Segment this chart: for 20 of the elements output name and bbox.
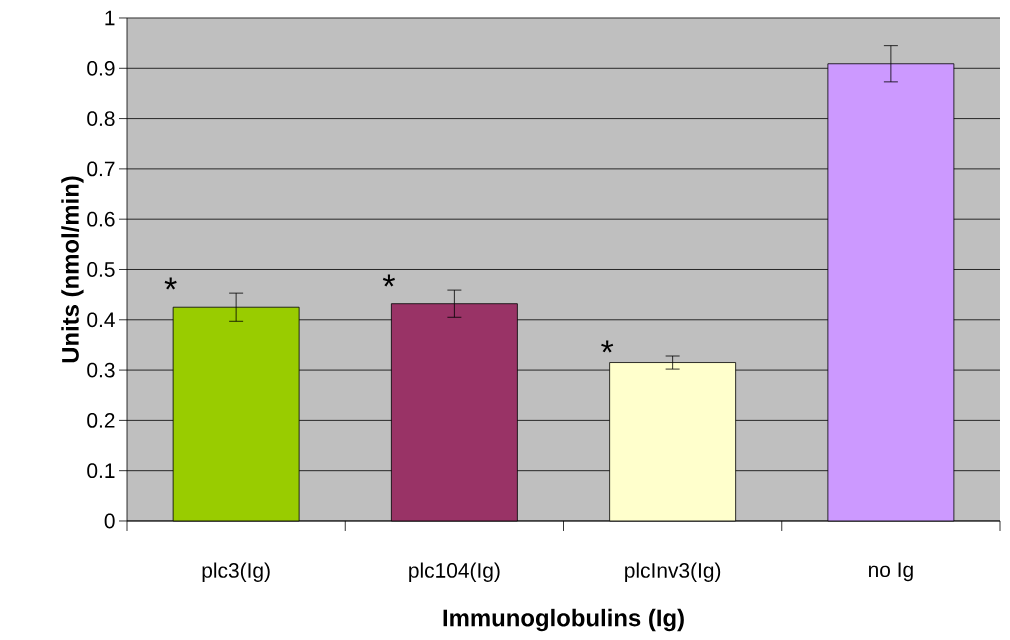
x-tick-label: plcInv3(Ig) (625, 562, 721, 583)
x-tick-label: plc104(Ig) (409, 562, 500, 583)
y-tick-label: 0.5 (87, 262, 115, 277)
y-tick-label: 0.6 (87, 211, 115, 227)
y-tick-label: 0.3 (87, 362, 115, 378)
y-tick-label: 0.8 (87, 111, 115, 126)
y-tick-label: 0.1 (87, 463, 115, 479)
x-tick-label: plc3(Ig) (202, 562, 270, 583)
y-tick-label: 0 (104, 513, 115, 529)
y-tick-label: 0.4 (87, 312, 115, 328)
y-tick-label: 1 (105, 10, 115, 26)
y-axis-title: Units (nmol/min) (61, 176, 84, 363)
x-axis-title: Immunoglobulins (Ig) (443, 608, 684, 632)
annotation: * (601, 340, 614, 353)
y-tick-label: 0.2 (87, 412, 115, 428)
annotation: * (382, 274, 395, 287)
annotation: * (164, 277, 177, 290)
x-tick-label: no Ig (869, 562, 913, 582)
y-tick-label: 0.7 (87, 161, 115, 177)
y-tick-label: 0.9 (87, 60, 115, 76)
